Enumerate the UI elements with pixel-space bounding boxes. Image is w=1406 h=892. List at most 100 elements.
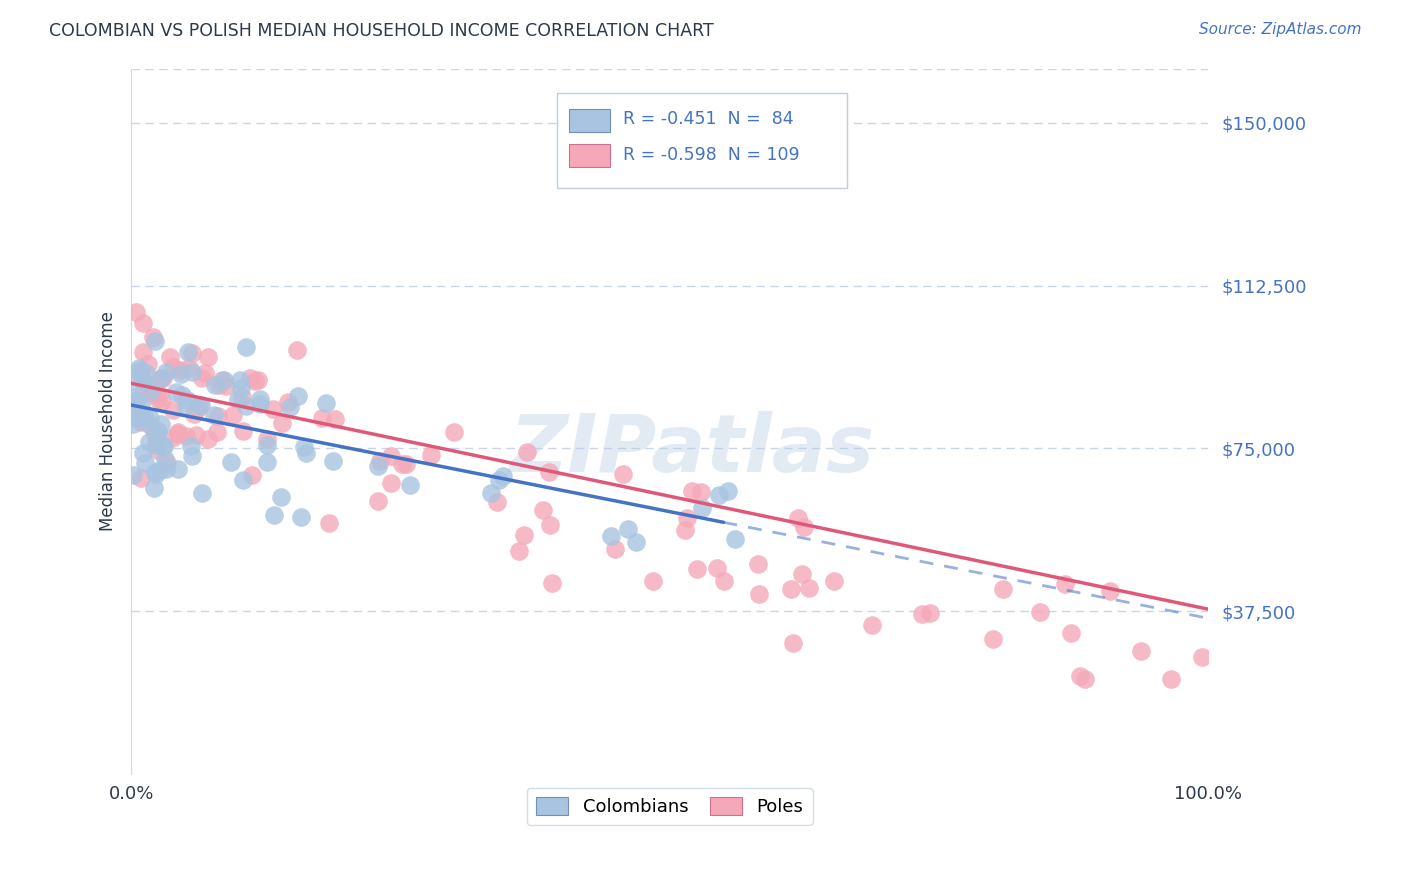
Point xyxy=(181,365,204,379)
Point xyxy=(145,334,167,348)
Point xyxy=(162,403,184,417)
Point xyxy=(143,426,166,441)
Point xyxy=(918,606,941,620)
Point xyxy=(394,457,416,471)
Point xyxy=(167,462,190,476)
Point xyxy=(370,453,392,467)
Point xyxy=(1029,605,1052,619)
Point xyxy=(724,533,747,547)
Point xyxy=(256,455,278,469)
Point xyxy=(479,486,502,500)
Point xyxy=(122,391,145,405)
Point xyxy=(290,510,312,524)
Point xyxy=(187,401,209,415)
Point xyxy=(641,574,664,589)
Point xyxy=(141,387,163,401)
Point xyxy=(146,443,169,458)
Point xyxy=(323,411,346,425)
Point xyxy=(145,467,167,482)
Point xyxy=(1191,650,1213,665)
Point xyxy=(155,365,177,379)
Point xyxy=(202,408,225,422)
Point xyxy=(249,392,271,407)
Point xyxy=(167,425,190,440)
Point xyxy=(150,370,173,384)
Point xyxy=(787,510,810,524)
Point xyxy=(685,562,707,576)
Point xyxy=(150,394,173,409)
Point xyxy=(311,411,333,425)
Point xyxy=(232,425,254,439)
Point xyxy=(122,406,145,420)
Point xyxy=(706,560,728,574)
Point xyxy=(681,484,703,499)
Point xyxy=(488,473,510,487)
Point xyxy=(270,491,292,505)
Point xyxy=(229,381,252,395)
Point xyxy=(245,374,267,388)
Point xyxy=(782,636,804,650)
Point xyxy=(860,617,883,632)
Point xyxy=(131,364,153,378)
Point xyxy=(138,434,160,449)
Point xyxy=(981,632,1004,647)
Point xyxy=(911,607,934,622)
Point xyxy=(797,582,820,596)
Point xyxy=(132,414,155,428)
Point xyxy=(713,574,735,588)
Point xyxy=(249,397,271,411)
Point xyxy=(229,373,252,387)
Point xyxy=(212,373,235,387)
Point xyxy=(287,389,309,403)
Point xyxy=(380,450,402,464)
Point xyxy=(513,528,536,542)
Point xyxy=(136,358,159,372)
Point xyxy=(142,330,165,344)
Point xyxy=(689,485,711,500)
Point xyxy=(208,378,231,392)
Point xyxy=(215,379,238,393)
Text: Source: ZipAtlas.com: Source: ZipAtlas.com xyxy=(1198,22,1361,37)
Point xyxy=(823,574,845,589)
Point xyxy=(991,582,1014,596)
Point xyxy=(186,427,208,442)
Point xyxy=(367,494,389,508)
Point xyxy=(156,456,179,470)
Point xyxy=(159,350,181,364)
Point xyxy=(139,384,162,398)
Point xyxy=(1160,672,1182,686)
Point xyxy=(256,438,278,452)
Point xyxy=(122,468,145,483)
Point xyxy=(148,425,170,440)
Point xyxy=(170,388,193,402)
Point xyxy=(612,467,634,481)
Point xyxy=(162,359,184,374)
FancyBboxPatch shape xyxy=(569,109,610,132)
Point xyxy=(139,417,162,432)
Point xyxy=(191,486,214,500)
Point xyxy=(125,392,148,407)
Point xyxy=(443,425,465,439)
Point xyxy=(132,316,155,330)
Point xyxy=(295,446,318,460)
Point xyxy=(707,488,730,502)
Point xyxy=(204,378,226,392)
Point xyxy=(190,398,212,412)
Point xyxy=(391,457,413,471)
Point xyxy=(174,400,197,414)
Point xyxy=(235,340,257,354)
Point xyxy=(132,384,155,398)
Point xyxy=(145,438,167,452)
Y-axis label: Median Household Income: Median Household Income xyxy=(100,311,117,532)
Point xyxy=(322,453,344,467)
Text: R = -0.598  N = 109: R = -0.598 N = 109 xyxy=(623,145,800,163)
Point xyxy=(132,373,155,387)
Point xyxy=(211,373,233,387)
Point xyxy=(485,494,508,508)
Point xyxy=(792,567,814,582)
Point xyxy=(508,544,530,558)
Point xyxy=(155,452,177,467)
Point xyxy=(160,431,183,445)
Point xyxy=(191,370,214,384)
Point xyxy=(780,582,803,596)
